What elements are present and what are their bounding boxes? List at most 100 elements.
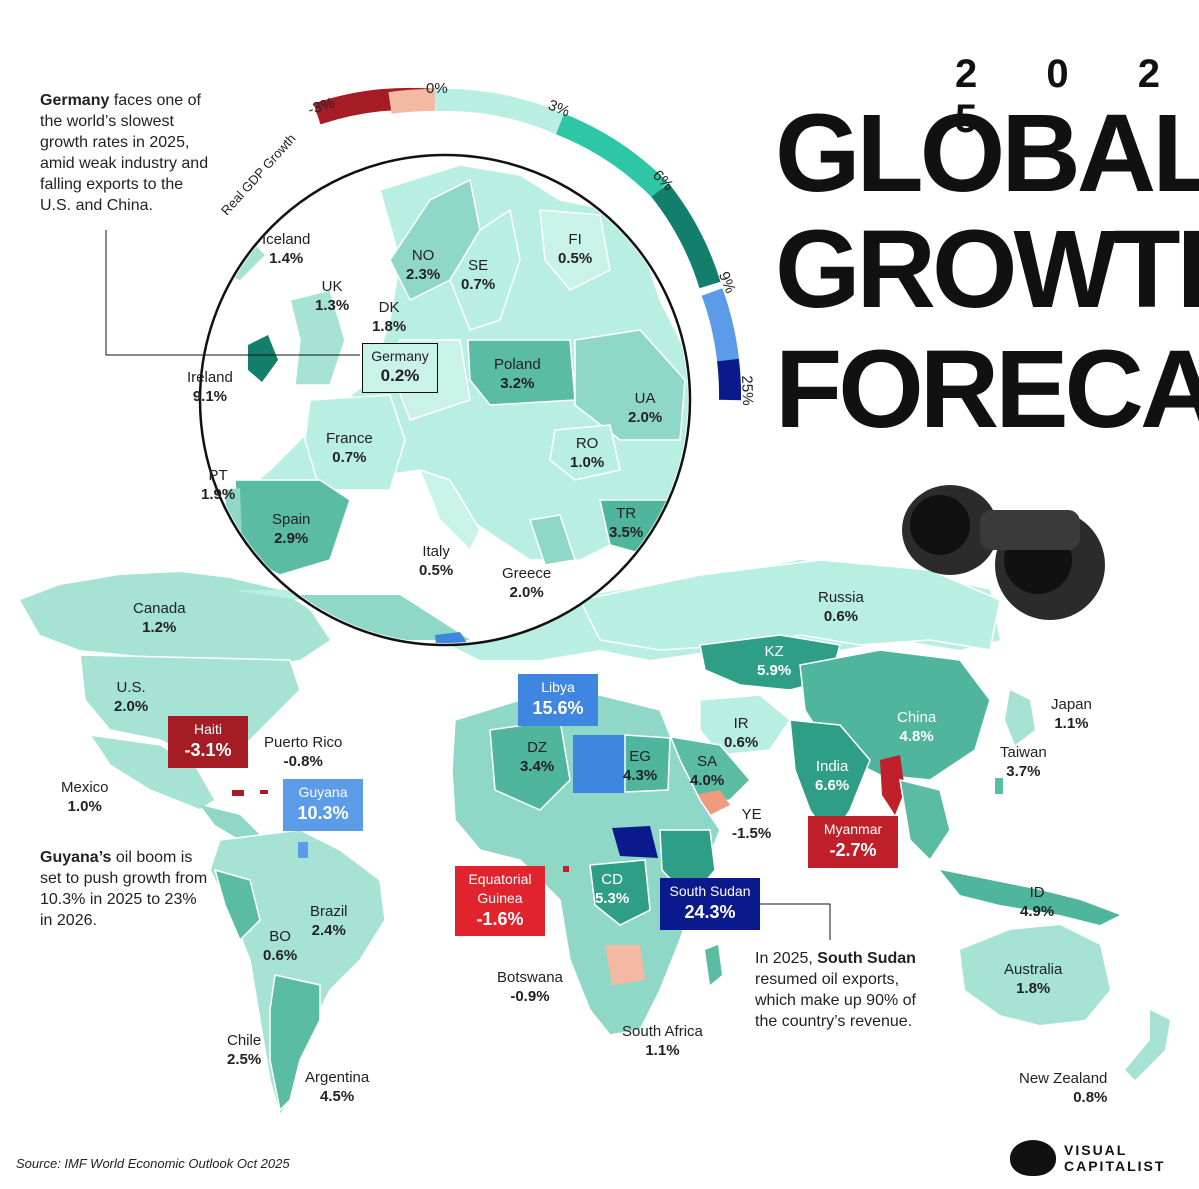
- label-ukraine: UA 2.0%: [628, 390, 663, 426]
- note-guyana-bold: Guyana’s: [40, 849, 112, 866]
- label-ireland: Ireland 9.1%: [187, 369, 233, 405]
- label-romania: RO 1.0%: [570, 435, 605, 471]
- callout-guyana-name: Guyana: [298, 784, 348, 800]
- visual-capitalist-logo-icon: [1010, 1140, 1056, 1176]
- map-central-america: [200, 805, 260, 840]
- label-greece: Greece 2.0%: [502, 565, 552, 601]
- callout-libya-value: 15.6%: [532, 698, 584, 718]
- callout-myanmar-value: -2.7%: [829, 840, 877, 860]
- label-chile: Chile 2.5%: [227, 1032, 262, 1068]
- binoculars-icon: [902, 485, 1105, 620]
- note-south-sudan-bold: South Sudan: [817, 950, 916, 967]
- label-china: China 4.8%: [897, 709, 937, 745]
- label-finland: FI 0.5%: [558, 231, 593, 267]
- germany-note-leader: [105, 230, 360, 356]
- label-south-africa: South Africa 1.1%: [622, 1023, 703, 1059]
- map-eq-guinea: [563, 866, 569, 872]
- map-haiti: [232, 790, 244, 796]
- label-canada: Canada 1.2%: [133, 600, 186, 636]
- map-indonesia: [940, 870, 1120, 925]
- label-new-zealand: New Zealand 0.8%: [1019, 1070, 1108, 1106]
- label-turkey: TR 3.5%: [609, 505, 644, 541]
- map-dr-congo: [589, 859, 651, 926]
- callout-guyana: Guyana 10.3%: [283, 779, 363, 831]
- title-growth: GROWTH: [775, 208, 1199, 331]
- map-guyana: [298, 842, 308, 858]
- label-portugal: PT 1.9%: [201, 467, 236, 503]
- south-sudan-note-leader: [760, 903, 831, 940]
- label-mexico: Mexico 1.0%: [61, 779, 109, 815]
- callout-eq-guinea-value: -1.6%: [476, 909, 524, 929]
- label-italy: Italy 0.5%: [419, 543, 454, 579]
- title-forecast: FORECAST: [775, 328, 1199, 451]
- brand-line1: VISUAL: [1064, 1142, 1128, 1158]
- callout-guyana-value: 10.3%: [297, 803, 349, 823]
- note-germany-text: faces one of the world’s slowest growth …: [40, 92, 209, 214]
- callout-south-sudan-name: South Sudan: [669, 883, 751, 899]
- scale-tick-0: 0%: [426, 80, 448, 97]
- label-botswana: Botswana -0.9%: [497, 969, 563, 1005]
- map-egypt: [624, 734, 671, 793]
- map-ukraine: [574, 329, 686, 441]
- label-australia: Australia 1.8%: [1004, 961, 1063, 997]
- map-sweden: [449, 208, 521, 331]
- callout-haiti-value: -3.1%: [184, 740, 232, 760]
- callout-haiti-name: Haiti: [193, 721, 222, 737]
- brand-line2: CAPITALIST: [1064, 1158, 1166, 1174]
- title-global: GLOBAL: [775, 92, 1199, 215]
- germany-callout-value: 0.2%: [380, 366, 420, 385]
- map-france: [304, 394, 406, 491]
- map-puerto-rico: [260, 790, 268, 794]
- label-india: India 6.6%: [815, 758, 850, 794]
- note-guyana-text: oil boom is set to push growth from 10.3…: [40, 849, 208, 929]
- map-greece: [529, 514, 576, 566]
- map-canada: [20, 572, 330, 665]
- label-norway: NO 2.3%: [406, 247, 441, 283]
- map-japan: [1005, 690, 1035, 745]
- callout-eq-guinea: Equatorial Guinea -1.6%: [455, 866, 545, 936]
- brand-logo: VISUAL CAPITALIST: [1010, 1138, 1190, 1178]
- label-france: France 0.7%: [326, 430, 373, 466]
- label-argentina: Argentina 4.5%: [305, 1069, 370, 1105]
- note-south-sudan-text: resumed oil exports, which make up 90% o…: [755, 971, 916, 1030]
- germany-callout: Germany 0.2%: [362, 343, 438, 393]
- map-ireland: [248, 335, 278, 382]
- note-germany-bold: Germany: [40, 92, 110, 109]
- note-south-sudan-pre: In 2025,: [755, 950, 818, 967]
- callout-south-sudan: South Sudan 24.3%: [660, 878, 760, 930]
- label-egypt: EG 4.3%: [623, 748, 658, 784]
- map-botswana: [605, 945, 645, 985]
- label-denmark: DK 1.8%: [372, 299, 407, 335]
- map-yemen: [695, 790, 730, 815]
- map-new-zealand: [1125, 1010, 1170, 1080]
- label-kazakhstan: KZ 5.9%: [757, 643, 792, 679]
- label-spain: Spain 2.9%: [272, 511, 311, 547]
- map-south-sudan: [612, 826, 658, 858]
- label-indonesia: ID 4.9%: [1020, 884, 1055, 920]
- map-uk: [289, 289, 346, 386]
- callout-myanmar: Myanmar -2.7%: [808, 816, 898, 868]
- map-peru: [213, 868, 261, 942]
- label-sweden: SE 0.7%: [461, 257, 496, 293]
- title-year: 2 0 2 5: [955, 52, 1189, 141]
- label-poland: Poland 3.2%: [494, 356, 541, 392]
- map-myanmar: [880, 755, 905, 815]
- label-iceland: Iceland 1.4%: [262, 231, 311, 267]
- map-southeast-asia: [899, 778, 951, 862]
- label-dr-congo: CD 5.3%: [595, 871, 630, 907]
- note-south-sudan: In 2025, South Sudan resumed oil exports…: [755, 948, 935, 1032]
- map-australia: [960, 925, 1110, 1025]
- map-libya-zoom: [435, 632, 475, 643]
- source-note: Source: IMF World Economic Outlook Oct 2…: [16, 1156, 290, 1171]
- callout-libya: Libya 15.6%: [518, 674, 598, 726]
- map-mexico: [88, 734, 216, 811]
- scale-tick-25: 25%: [737, 375, 757, 406]
- growth-scale-arc: [313, 87, 742, 401]
- callout-haiti: Haiti -3.1%: [168, 716, 248, 768]
- label-saudi-arabia: SA 4.0%: [690, 753, 725, 789]
- map-poland: [467, 339, 576, 406]
- map-finland: [539, 209, 611, 291]
- map-libya: [573, 735, 625, 793]
